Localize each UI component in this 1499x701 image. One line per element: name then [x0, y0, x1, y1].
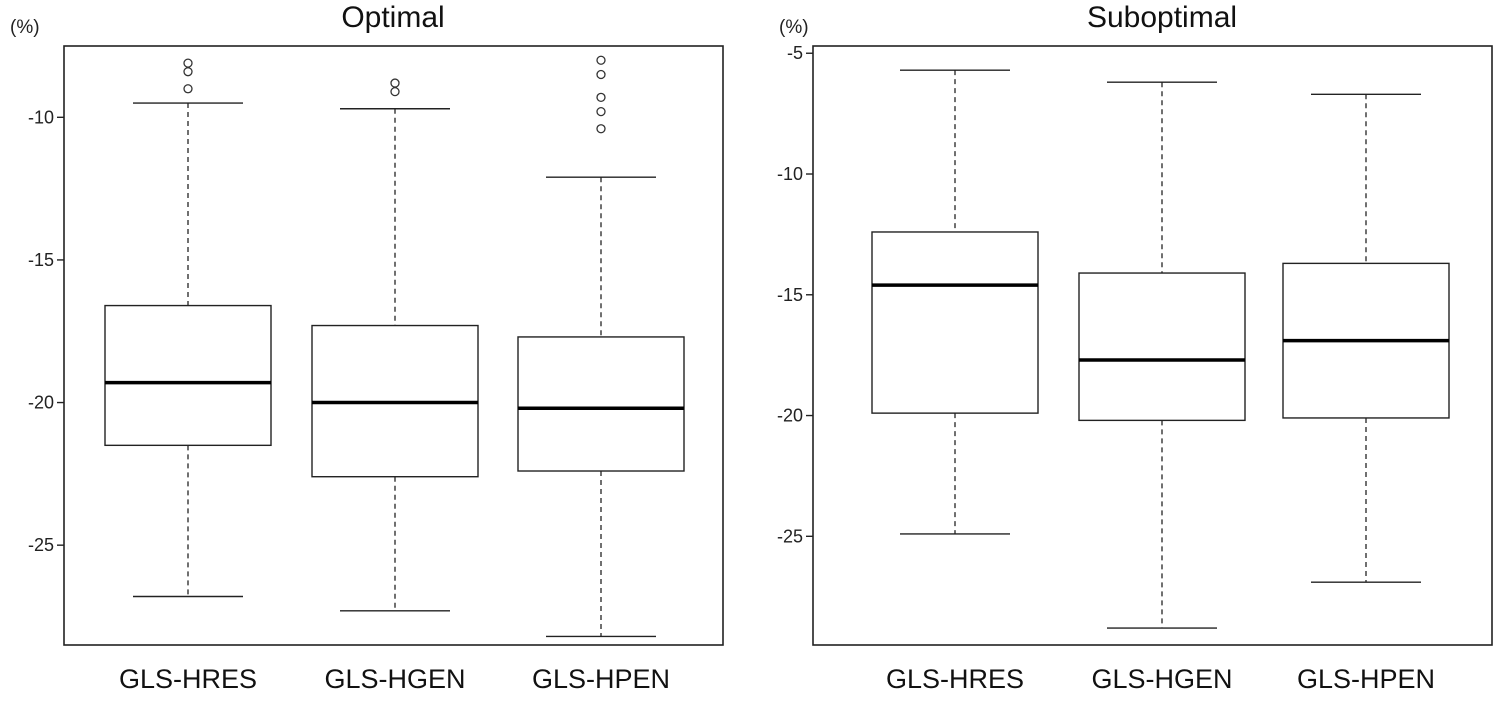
- iqr-box: [871, 231, 1039, 414]
- outlier-point: [390, 86, 400, 97]
- box-gls-hres: [104, 58, 272, 598]
- chart-title: Suboptimal: [1087, 1, 1237, 34]
- x-category-label: GLS-HPEN: [1297, 664, 1435, 694]
- x-category-label: GLS-HRES: [886, 664, 1024, 694]
- x-category-label: GLS-HGEN: [1091, 664, 1232, 694]
- outlier-point: [596, 106, 606, 117]
- box-gls-hres: [871, 69, 1039, 535]
- outlier-point: [596, 92, 606, 102]
- panel-optimal: Optimal (%) -10 -15 -20 -25 GLS-HRES GLS-HGEN…: [10, 1, 724, 694]
- outlier-point: [183, 58, 193, 68]
- x-category-label: GLS-HPEN: [532, 664, 670, 694]
- outlier-point: [596, 124, 606, 134]
- panel-suboptimal: Suboptimal (%) -5 -10 -15 -20 -25 GLS-HRES GLS…: [777, 1, 1493, 694]
- y-tick-label: -20: [777, 406, 803, 426]
- y-tick-label: -25: [777, 526, 803, 546]
- chart-title: Optimal: [341, 1, 444, 34]
- y-tick-label: -25: [28, 535, 54, 555]
- outlier-point: [596, 69, 606, 80]
- outlier-point: [390, 78, 400, 88]
- box-gls-hgen: [1078, 81, 1246, 629]
- box-gls-hgen: [311, 78, 479, 612]
- iqr-box: [1078, 272, 1246, 422]
- iqr-box: [517, 336, 685, 472]
- x-category-label: GLS-HRES: [119, 664, 257, 694]
- y-tick-label: -5: [787, 43, 803, 63]
- outlier-point: [596, 55, 606, 65]
- box-gls-hpen: [517, 55, 685, 638]
- x-category-label: GLS-HGEN: [324, 664, 465, 694]
- y-axis-unit: (%): [779, 17, 809, 38]
- y-tick-label: -10: [28, 107, 54, 127]
- iqr-box: [104, 304, 272, 447]
- y-tick-label: -10: [777, 164, 803, 184]
- outlier-point: [183, 84, 193, 94]
- y-tick-label: -15: [777, 285, 803, 305]
- y-axis-unit: (%): [10, 17, 40, 38]
- y-tick-label: -15: [28, 250, 54, 270]
- plot-frame: [812, 45, 1493, 646]
- y-tick-label: -20: [28, 393, 54, 413]
- outlier-point: [183, 67, 193, 77]
- plot-frame: [63, 45, 724, 646]
- box-gls-hpen: [1282, 93, 1450, 583]
